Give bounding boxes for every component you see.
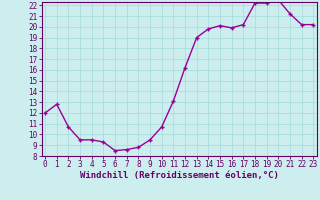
X-axis label: Windchill (Refroidissement éolien,°C): Windchill (Refroidissement éolien,°C)	[80, 171, 279, 180]
